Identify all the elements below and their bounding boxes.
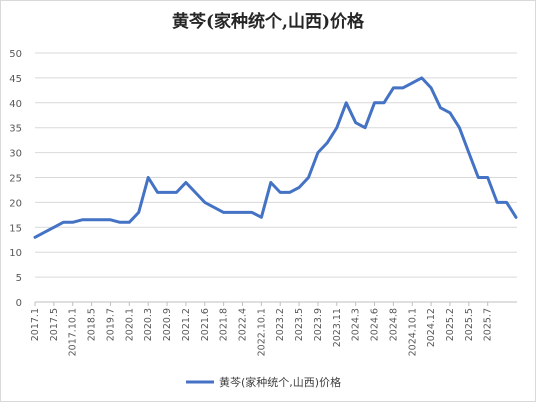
x-tick-label: 2021.8 — [219, 308, 230, 341]
x-tick-label: 2023.11 — [332, 308, 343, 347]
y-tick-label: 35 — [9, 124, 22, 135]
x-tick-label: 2017.10.1 — [68, 308, 79, 356]
y-tick-label: 50 — [9, 49, 22, 60]
x-tick-label: 2025.5 — [464, 308, 475, 341]
x-tick-label: 2025.2 — [445, 308, 456, 341]
x-tick-label: 2019.7 — [105, 308, 116, 341]
y-tick-label: 0 — [16, 298, 22, 309]
y-tick-label: 45 — [9, 74, 22, 85]
x-tick-label: 2024.6 — [370, 308, 381, 341]
x-tick-label: 2017.5 — [49, 308, 60, 341]
x-tick-label: 2021.2 — [181, 308, 192, 341]
x-tick-label: 2024.12 — [426, 308, 437, 347]
x-tick-label: 2017.1 — [30, 308, 41, 341]
x-tick-label: 2025.7 — [483, 308, 494, 341]
y-tick-label: 20 — [9, 198, 22, 209]
x-tick-label: 2024.3 — [351, 308, 362, 341]
y-tick-label: 25 — [9, 174, 22, 185]
x-axis-ticks: 2017.1 2017.5 2017.10.1 2018.5 2019.7 2020.1 2… — [30, 302, 494, 356]
x-tick-label: 2023.2 — [275, 308, 286, 341]
x-tick-label: 2020.9 — [162, 308, 173, 341]
x-tick-label: 2022.10.1 — [256, 308, 267, 356]
series-layer — [33, 76, 518, 239]
x-tick-label: 2022.4 — [237, 308, 248, 341]
y-tick-label: 40 — [9, 99, 22, 110]
x-tick-label: 2023.9 — [313, 308, 324, 341]
series-line — [33, 76, 518, 239]
x-tick-label: 2020.1 — [124, 308, 135, 341]
x-tick-label: 2018.5 — [87, 308, 98, 341]
x-tick-label: 2024.8 — [388, 308, 399, 341]
legend-label: 黄芩(家种统个,山西)价格 — [219, 375, 341, 389]
x-tick-label: 2023.5 — [294, 308, 305, 341]
y-tick-label: 10 — [9, 248, 22, 259]
gridlines — [35, 52, 517, 303]
y-tick-label: 30 — [9, 149, 22, 160]
x-tick-label: 2021.6 — [200, 308, 211, 341]
x-tick-label: 2024.10.1 — [407, 308, 418, 356]
y-tick-label: 5 — [16, 273, 22, 284]
y-tick-label: 15 — [9, 223, 22, 234]
legend: 黄芩(家种统个,山西)价格 — [186, 375, 341, 389]
x-tick-label: 2020.3 — [143, 308, 154, 341]
y-axis-ticks: 0 5 10 15 20 25 30 35 40 45 50 — [9, 49, 22, 309]
chart-title: 黄芩(家种统个,山西)价格 — [171, 12, 364, 32]
